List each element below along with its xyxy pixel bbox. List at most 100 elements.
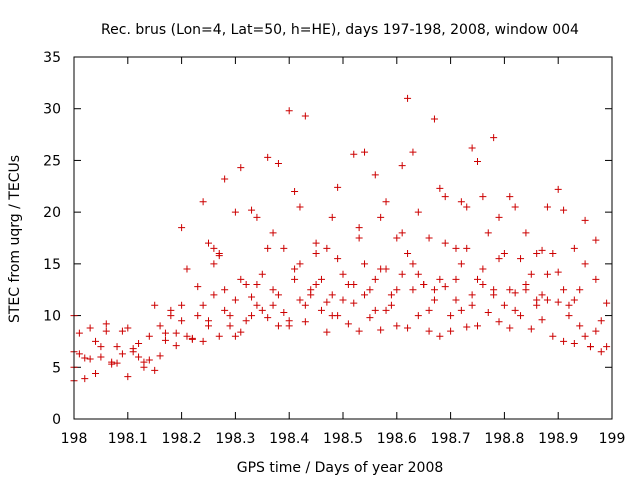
data-point: [334, 183, 342, 191]
data-point: [404, 94, 412, 102]
data-point: [447, 327, 455, 335]
data-point: [210, 260, 218, 268]
data-point: [124, 324, 132, 332]
data-point: [447, 312, 455, 320]
data-point: [554, 185, 562, 193]
x-tick-label: 198.1: [108, 431, 148, 447]
data-point: [377, 265, 385, 273]
data-point: [597, 348, 605, 356]
data-point: [339, 270, 347, 278]
data-point: [97, 343, 105, 351]
data-point: [382, 198, 390, 206]
data-point: [274, 291, 282, 299]
data-point: [242, 281, 250, 289]
plot-frame: [73, 56, 613, 420]
data-point: [506, 324, 514, 332]
data-point: [452, 275, 460, 283]
data-point: [549, 250, 557, 258]
data-point: [517, 255, 525, 263]
data-point: [409, 286, 417, 294]
data-point: [296, 260, 304, 268]
data-point: [361, 260, 369, 268]
data-point: [151, 301, 159, 309]
data-point: [570, 244, 578, 252]
data-point: [215, 252, 223, 260]
data-point: [231, 332, 239, 340]
data-point: [178, 224, 186, 232]
data-point: [543, 270, 551, 278]
data-point: [393, 322, 401, 330]
data-point: [285, 107, 293, 115]
data-point: [495, 213, 503, 221]
data-point: [102, 327, 110, 335]
data-point: [570, 339, 578, 347]
data-point: [339, 296, 347, 304]
data-point: [366, 314, 374, 322]
data-point: [269, 286, 277, 294]
data-point: [113, 343, 121, 351]
y-tick-label: 30: [43, 102, 61, 118]
data-point: [361, 148, 369, 156]
data-point: [226, 322, 234, 330]
data-point: [506, 193, 514, 201]
data-point: [549, 332, 557, 340]
data-point: [92, 337, 100, 345]
data-point: [81, 375, 89, 383]
y-tick-label: 20: [43, 205, 61, 221]
data-point: [253, 301, 261, 309]
data-point: [323, 244, 331, 252]
y-tick-label: 10: [43, 309, 61, 325]
data-point: [414, 270, 422, 278]
data-point: [592, 236, 600, 244]
data-point: [479, 265, 487, 273]
data-point: [75, 329, 83, 337]
data-point: [156, 322, 164, 330]
data-point: [328, 213, 336, 221]
data-point: [199, 301, 207, 309]
data-point: [377, 326, 385, 334]
data-point: [178, 317, 186, 325]
data-point: [108, 360, 116, 368]
data-point: [307, 286, 315, 294]
data-point: [463, 244, 471, 252]
data-point: [355, 327, 363, 335]
data-point: [205, 239, 212, 247]
data-point: [533, 250, 541, 258]
data-point: [522, 229, 530, 237]
data-point: [167, 312, 175, 320]
data-point: [581, 216, 589, 224]
data-point: [506, 286, 514, 294]
data-points: [70, 94, 611, 385]
data-point: [393, 234, 401, 242]
data-point: [92, 369, 100, 377]
data-point: [511, 306, 519, 314]
x-tick-label: 198.8: [484, 431, 524, 447]
data-point: [554, 268, 562, 276]
data-point: [597, 317, 605, 325]
data-point: [484, 308, 492, 316]
data-point: [328, 291, 336, 299]
data-point: [474, 275, 481, 283]
data-point: [215, 332, 223, 340]
data-point: [409, 260, 417, 268]
data-point: [301, 112, 309, 120]
data-point: [135, 339, 143, 347]
x-tick-label: 198.5: [323, 431, 363, 447]
data-point: [183, 332, 191, 340]
data-point: [312, 250, 320, 258]
data-point: [366, 286, 374, 294]
data-point: [183, 265, 191, 273]
data-point: [274, 322, 282, 330]
data-point: [194, 283, 202, 291]
x-axis-label: GPS time / Days of year 2008: [237, 460, 444, 476]
data-point: [248, 206, 256, 214]
data-point: [457, 306, 465, 314]
data-point: [409, 148, 417, 156]
y-tick-label: 35: [43, 50, 61, 66]
data-point: [414, 312, 422, 320]
data-point: [172, 342, 180, 350]
data-point: [312, 239, 320, 247]
data-point: [242, 317, 250, 325]
data-point: [441, 283, 449, 291]
data-point: [269, 301, 277, 309]
